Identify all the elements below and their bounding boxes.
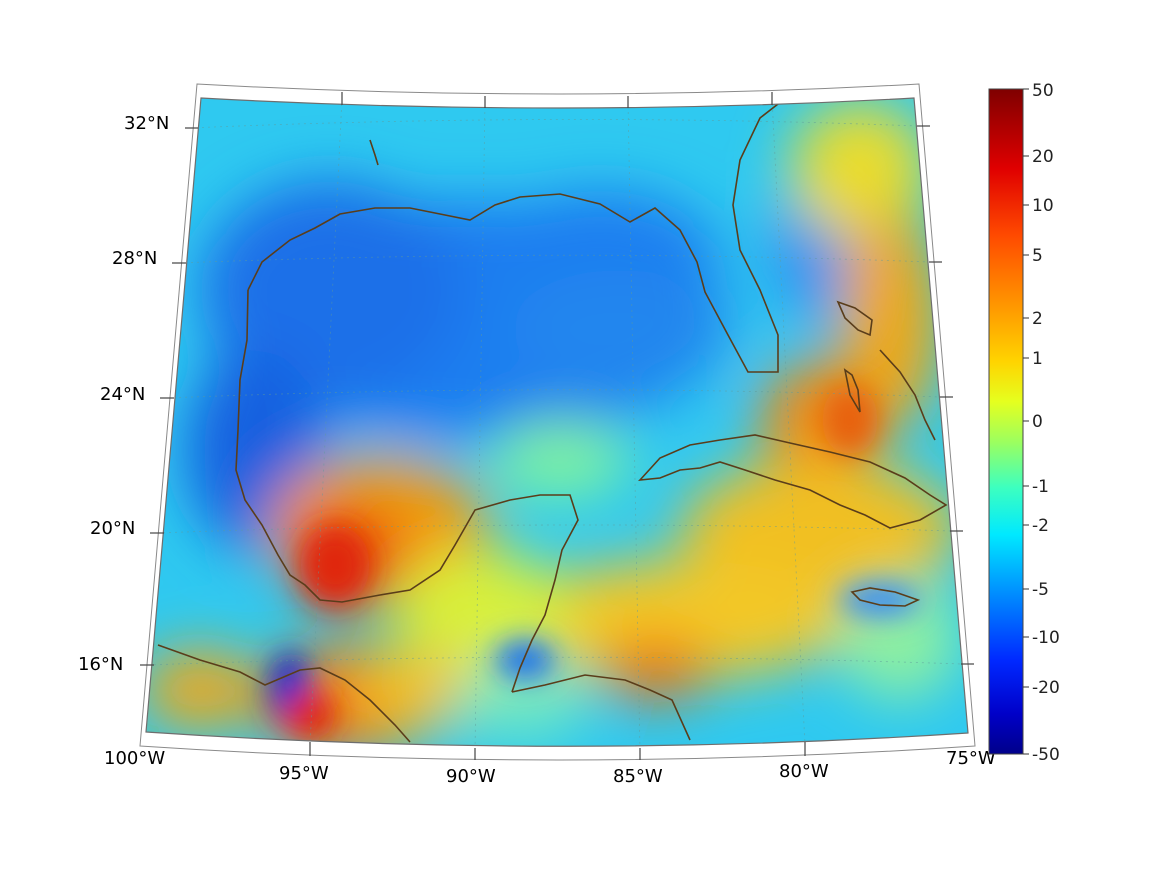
colorbar-label-2: 2 [1032, 309, 1043, 329]
colorbar-label-neg2: -2 [1032, 516, 1049, 536]
lon-label-95w: 95°W [279, 763, 329, 784]
colorbar-label-neg5: -5 [1032, 580, 1049, 600]
colorbar-label-neg20: -20 [1032, 678, 1060, 698]
frame-ticks [140, 92, 974, 760]
coastlines [157, 103, 948, 743]
lat-label-20n: 20°N [90, 518, 135, 539]
longitude-labels: 100°W 95°W 90°W 85°W 80°W 75°W [104, 748, 996, 787]
colorbar-label-20: 20 [1032, 147, 1054, 167]
colorbar-label-10: 10 [1032, 196, 1054, 216]
latitude-labels: 32°N 28°N 24°N 20°N 16°N [78, 113, 169, 675]
lat-label-28n: 28°N [112, 248, 157, 269]
colorbar-label-neg10: -10 [1032, 628, 1060, 648]
map-frame [145, 97, 969, 747]
lon-label-75w: 75°W [946, 748, 996, 769]
colorbar-label-50: 50 [1032, 81, 1054, 101]
lon-label-100w: 100°W [104, 748, 165, 769]
lat-label-32n: 32°N [124, 113, 169, 134]
colorbar-label-neg50: -50 [1032, 745, 1060, 765]
colorbar-label-1: 1 [1032, 349, 1043, 369]
colorbar-gradient [988, 88, 1024, 755]
lon-label-90w: 90°W [446, 766, 496, 787]
map-panel [146, 98, 968, 747]
lon-label-80w: 80°W [779, 761, 829, 782]
field-blobs [146, 100, 960, 747]
colorbar-label-neg1: -1 [1032, 477, 1049, 497]
colorbar-ticks [1023, 88, 1029, 755]
colorbar-label-0: 0 [1032, 412, 1043, 432]
lat-label-24n: 24°N [100, 384, 145, 405]
map-frame-outer [139, 83, 976, 761]
lat-label-16n: 16°N [78, 654, 123, 675]
colorbar: 50 20 10 5 2 1 0 -1 -2 -5 -10 -20 -50 [988, 81, 1060, 765]
field-details [268, 385, 920, 740]
graticule [147, 98, 963, 747]
colorbar-label-5: 5 [1032, 246, 1043, 266]
lon-label-85w: 85°W [613, 766, 663, 787]
